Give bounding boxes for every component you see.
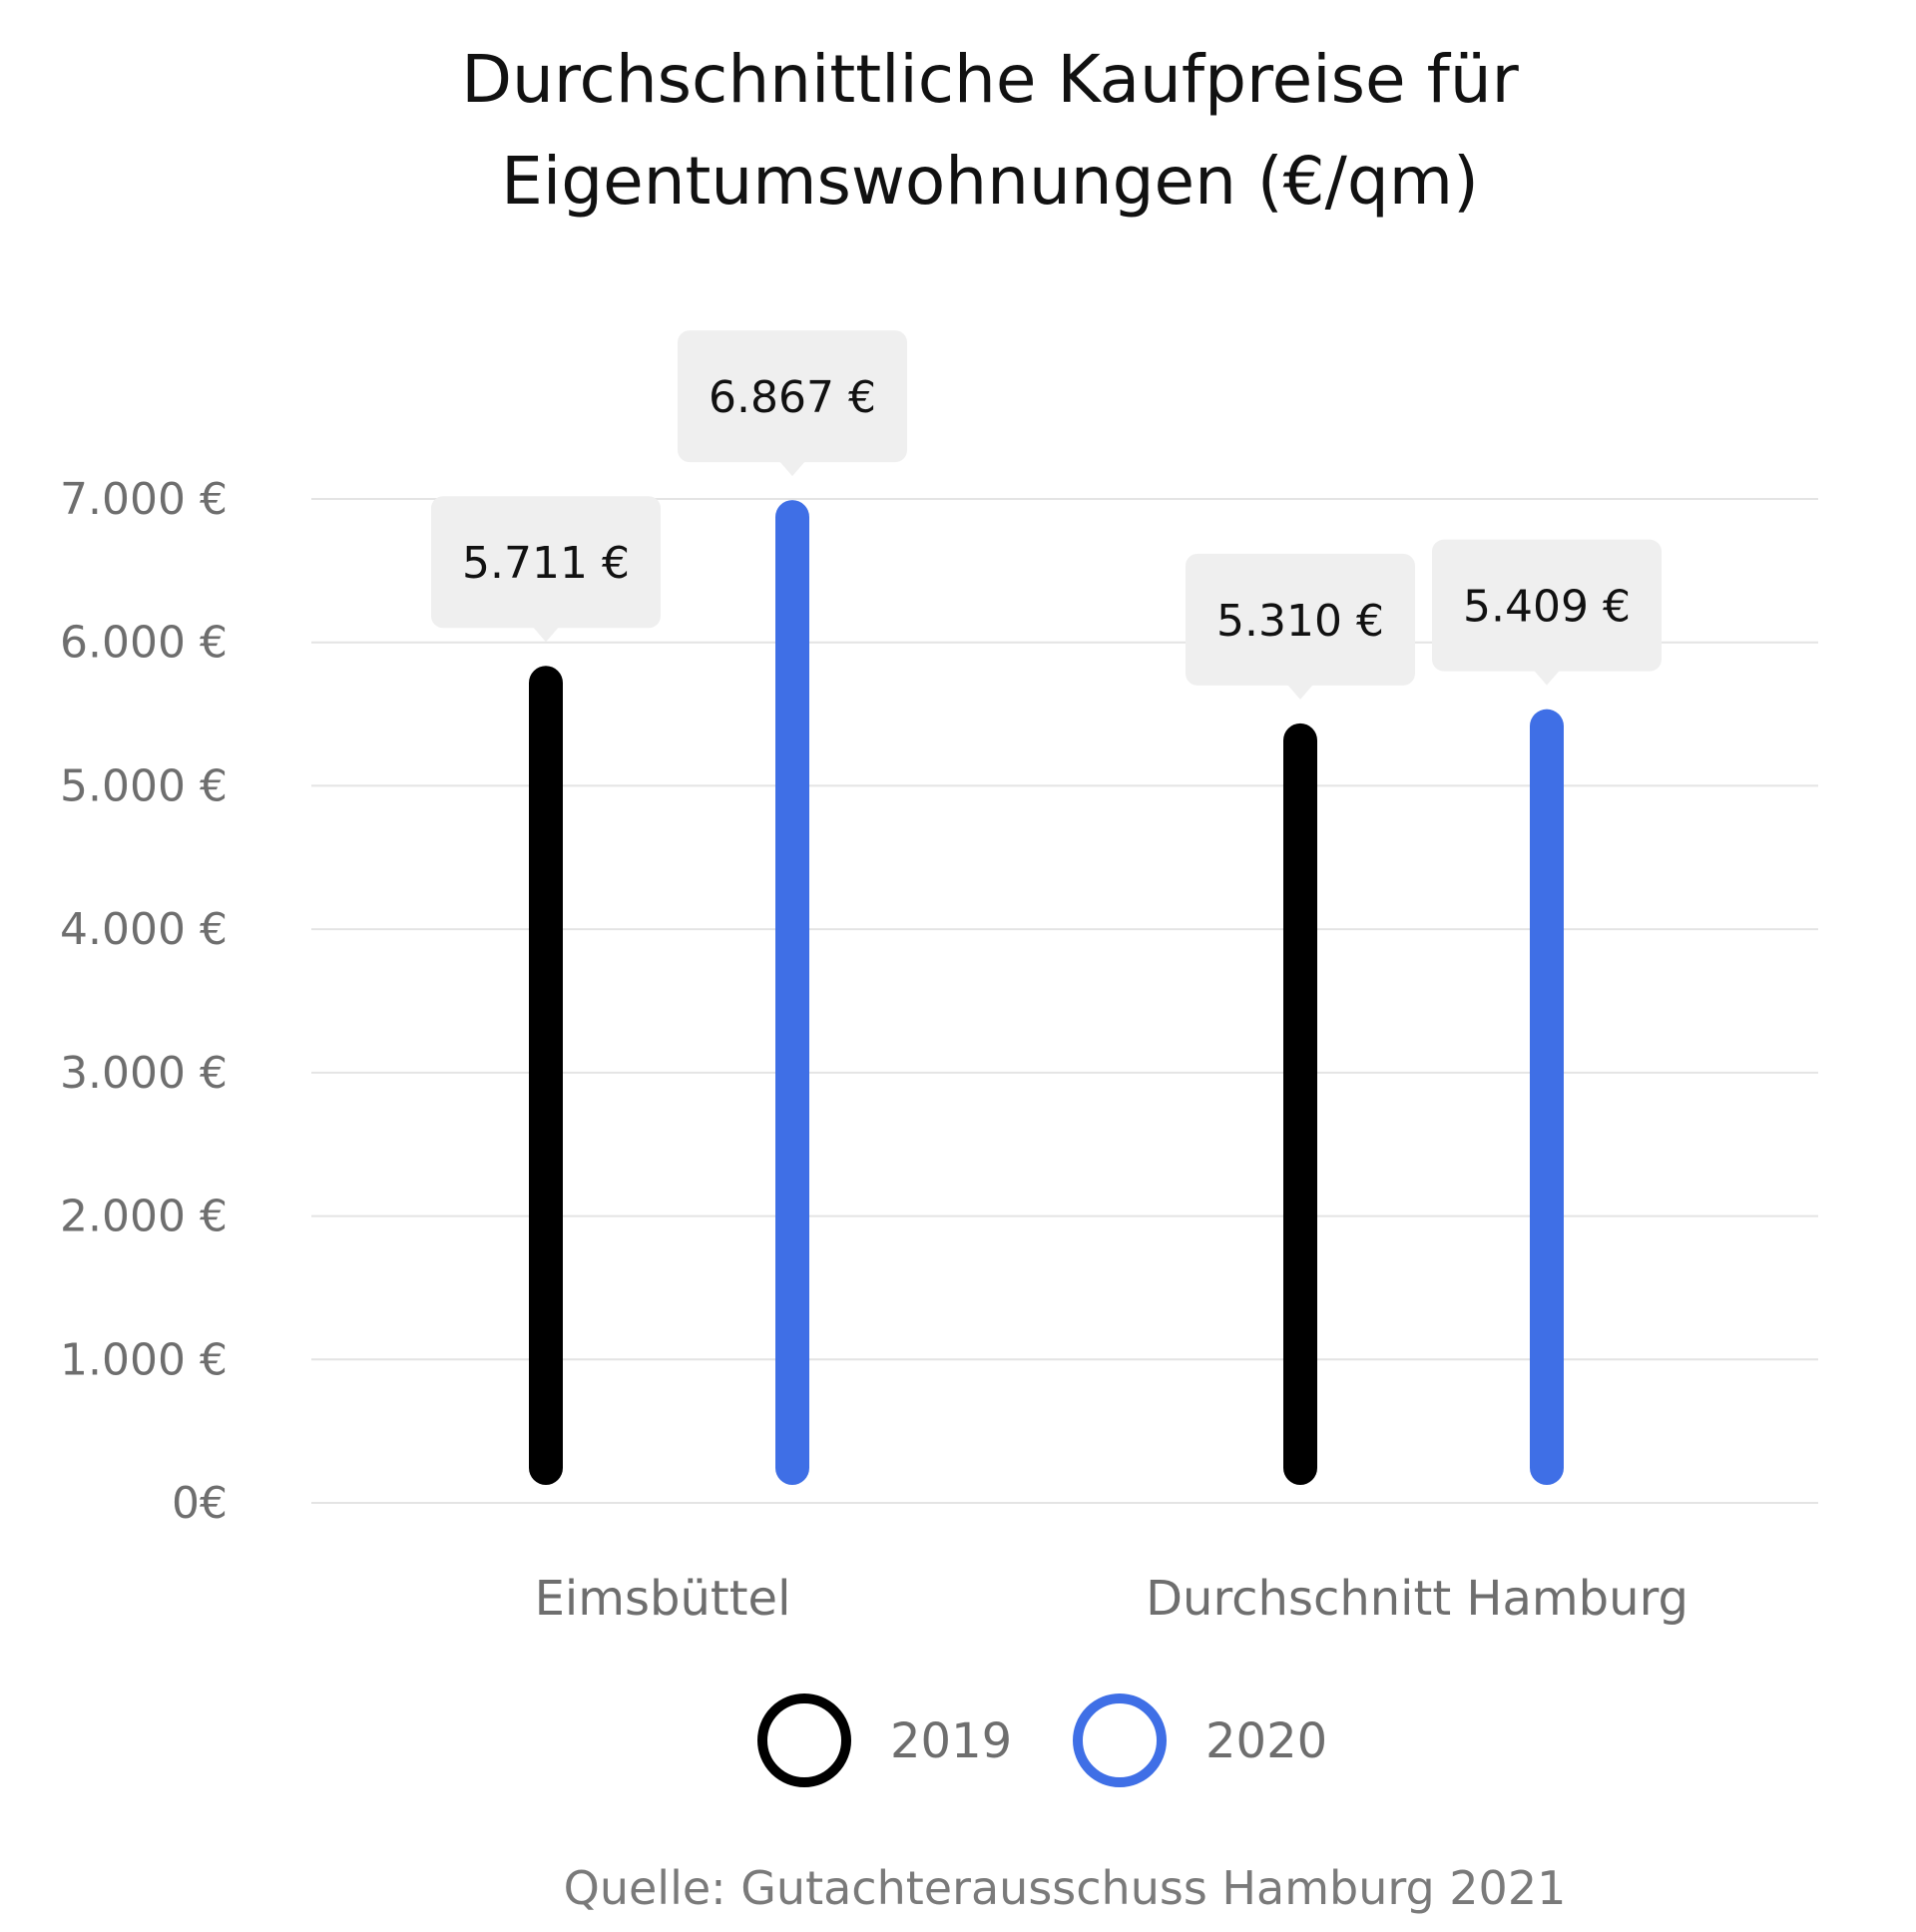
y-tick-label: 4.000 € [60, 904, 228, 955]
tooltip-pointer [779, 461, 805, 477]
legend-marker-2019 [757, 1693, 851, 1787]
tooltip-pointer [1534, 670, 1560, 686]
tooltip-box [1432, 539, 1662, 672]
y-axis-tick-labels: 0€ 1.000 € 2.000 € 3.000 € 4.000 € 5.000 € 6.0… [60, 474, 228, 1529]
value-tooltip: 5.409 € [1432, 539, 1662, 686]
tooltip-box [431, 496, 661, 629]
value-tooltip: 6.867 € [678, 330, 907, 477]
y-tick-label: 7.000 € [60, 474, 228, 525]
y-tick-label: 6.000 € [60, 618, 228, 669]
bars [529, 500, 1564, 1485]
bar-2020-0 [775, 500, 809, 1485]
y-tick-label: 1.000 € [60, 1334, 228, 1385]
y-tick-label: 0€ [172, 1478, 228, 1529]
tooltip-box [1186, 553, 1415, 686]
y-tick-label: 5.000 € [60, 760, 228, 811]
y-tick-label: 2.000 € [60, 1192, 228, 1242]
y-tick-label: 3.000 € [60, 1048, 228, 1099]
chart-title-line-2: Eigentumswohnungen (€/qm) [501, 143, 1479, 220]
x-axis-category-labels: Eimsbüttel Durchschnitt Hamburg [535, 1571, 1688, 1627]
legend: 2019 2020 [757, 1693, 1327, 1787]
bar-2019-0 [529, 666, 563, 1485]
legend-marker-2020 [1073, 1693, 1167, 1787]
tooltip-pointer [533, 627, 559, 643]
value-tooltip: 5.310 € [1186, 553, 1415, 700]
tooltip-box [678, 330, 907, 463]
tooltip-pointer [1287, 684, 1313, 700]
bar-2019-1 [1283, 723, 1317, 1485]
value-label: 5.409 € [1463, 582, 1631, 633]
legend-label: 2019 [890, 1713, 1012, 1769]
value-label: 5.711 € [462, 538, 630, 589]
value-labels: 5.711 € 5.310 € 6.867 € 5.409 € [431, 330, 1662, 700]
value-label: 5.310 € [1216, 596, 1384, 647]
x-category-label: Durchschnitt Hamburg [1146, 1571, 1688, 1627]
chart-title-line-1: Durchschnittliche Kaufpreise für [461, 41, 1519, 118]
legend-label: 2020 [1205, 1713, 1327, 1769]
bar-2020-1 [1530, 709, 1564, 1485]
value-label: 6.867 € [709, 372, 876, 423]
chart-title: Durchschnittliche Kaufpreise für Eigentu… [461, 41, 1519, 220]
source-note: Quelle: Gutachterausschuss Hamburg 2021 [564, 1861, 1567, 1915]
x-category-label: Eimsbüttel [535, 1571, 791, 1627]
value-tooltip: 5.711 € [431, 496, 661, 643]
